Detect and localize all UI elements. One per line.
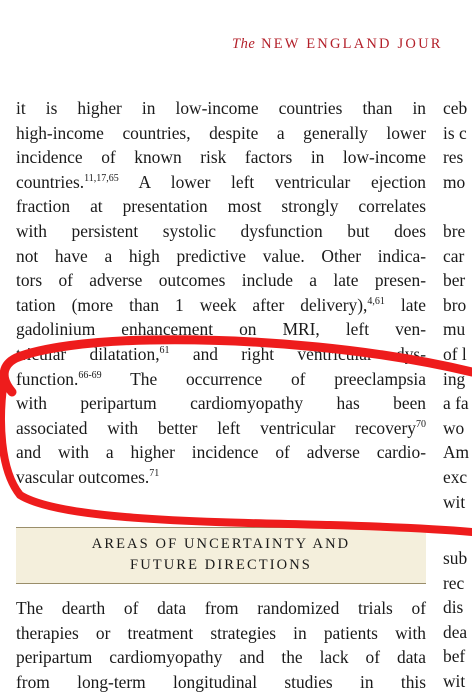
right-column-line: mo [443, 171, 466, 192]
text-run: The occurrence of preeclampsia [101, 368, 426, 389]
text-run: tricular dilatation, [16, 343, 160, 364]
text-line: therapies or treatment strategies in pat… [16, 621, 426, 646]
right-column-line: a fa [443, 393, 469, 414]
text-run: tors of adverse outcomes include a late … [16, 270, 426, 291]
text-line: associated with better left ventricular … [16, 416, 426, 441]
text-run: The dearth of data from randomized trial… [16, 598, 426, 618]
section-body-column: The dearth of data from randomized trial… [16, 596, 426, 694]
text-line: with persistent systolic dysfunction but… [16, 219, 426, 244]
text-line: peripartum cardiomyopathy and the lack o… [16, 645, 426, 670]
text-line: not have a high predictive value. Other … [16, 244, 426, 269]
right-column-line: wit [443, 670, 466, 691]
section-heading-box: AREAS OF UNCERTAINTY AND FUTURE DIRECTIO… [16, 527, 426, 584]
text-line: tricular dilatation,61 and right ventric… [16, 342, 426, 367]
right-column-fragment-bottom: sub rec dis dea bef wit [443, 546, 472, 694]
right-column-line [443, 194, 472, 219]
text-line: incidence of known risk factors in low-i… [16, 145, 426, 170]
text-line: and with a higher incidence of adverse c… [16, 440, 426, 465]
text-line: tation (more than 1 week after delivery)… [16, 293, 426, 318]
right-column-line: Am [443, 442, 470, 463]
text-run: not have a high predictive value. Other … [16, 245, 426, 266]
text-run: with persistent systolic dysfunction but… [16, 220, 426, 241]
text-run: with peripartum cardiomyopathy has been [16, 393, 426, 414]
text-line: high-income countries, despite a general… [16, 121, 426, 146]
text-run: high-income countries, despite a general… [16, 122, 426, 143]
text-run: late [384, 294, 427, 315]
right-column-fragment-top: ceb is c res mo bre car ber bro mu of l ing a fa wo A… [443, 96, 472, 514]
text-run: gadolinium enhancement on MRI, left ven- [16, 319, 426, 340]
right-column-line: ceb [443, 98, 468, 118]
text-run: and with a higher incidence of adverse c… [16, 442, 426, 463]
main-text-column: it is higher in low-income countries tha… [16, 96, 426, 490]
journal-header: The NEW ENGLAND JOUR [232, 36, 443, 53]
citation-superscript: 4,61 [367, 295, 385, 307]
right-column-line: wo [443, 417, 465, 438]
section-heading-line-2: FUTURE DIRECTIONS [130, 557, 312, 573]
citation-superscript: 70 [416, 418, 426, 430]
text-run: it is higher in low-income countries tha… [16, 98, 426, 118]
text-run: peripartum cardiomyopathy and the lack o… [16, 647, 426, 668]
right-column-line: ber [443, 270, 466, 291]
section-heading-line-1: AREAS OF UNCERTAINTY AND [91, 536, 351, 552]
text-run: fraction at presentation most strongly c… [16, 196, 426, 217]
text-line: from long-term longitudinal studies in t… [16, 670, 426, 694]
text-run: tation (more than 1 week after delivery)… [16, 294, 368, 315]
text-run: therapies or treatment strategies in pat… [16, 622, 426, 643]
text-line: countries.11,17,65 A lower left ventricu… [16, 170, 426, 195]
right-column-line: wit [443, 491, 466, 512]
text-run: from long-term longitudinal studies in t… [16, 671, 426, 692]
journal-header-the: The [232, 36, 256, 52]
citation-superscript: 11,17,65 [84, 172, 119, 184]
journal-header-name: NEW ENGLAND JOUR [255, 36, 443, 52]
right-column-line: sub [443, 548, 468, 568]
citation-superscript: 71 [149, 467, 160, 479]
right-column-line: mu [443, 319, 466, 340]
right-column-line: of l [443, 343, 467, 364]
right-column-line: is c [443, 122, 467, 143]
right-column-line: rec [443, 572, 465, 593]
text-line: tors of adverse outcomes include a late … [16, 268, 426, 293]
right-column-line: exc [443, 466, 468, 487]
right-column-line: bro [443, 294, 467, 315]
text-run: countries. [16, 171, 85, 192]
text-run: and right ventricular dys- [169, 343, 426, 364]
right-column-line: dis [443, 597, 464, 618]
text-run: associated with better left ventricular … [16, 417, 416, 438]
citation-superscript: 61 [159, 344, 170, 356]
citation-superscript: 66-69 [78, 369, 102, 381]
right-column-line: car [443, 245, 465, 266]
right-column-line: res [443, 147, 464, 168]
text-line: fraction at presentation most strongly c… [16, 194, 426, 219]
right-column-line: ing [443, 368, 466, 389]
right-column-line: bef [443, 646, 466, 667]
right-column-line: bre [443, 220, 466, 241]
text-run: A lower left ventricular ejection [118, 171, 426, 192]
text-line: vascular outcomes.71 [16, 465, 426, 490]
text-run: function. [16, 368, 79, 389]
right-column-line: dea [443, 621, 468, 642]
text-line: it is higher in low-income countries tha… [16, 96, 426, 121]
text-run: incidence of known risk factors in low-i… [16, 147, 426, 168]
text-line: gadolinium enhancement on MRI, left ven- [16, 317, 426, 342]
text-line: with peripartum cardiomyopathy has been [16, 391, 426, 416]
text-run: vascular outcomes. [16, 466, 150, 487]
text-line: The dearth of data from randomized trial… [16, 596, 426, 621]
text-line: function.66-69 The occurrence of preecla… [16, 367, 426, 392]
